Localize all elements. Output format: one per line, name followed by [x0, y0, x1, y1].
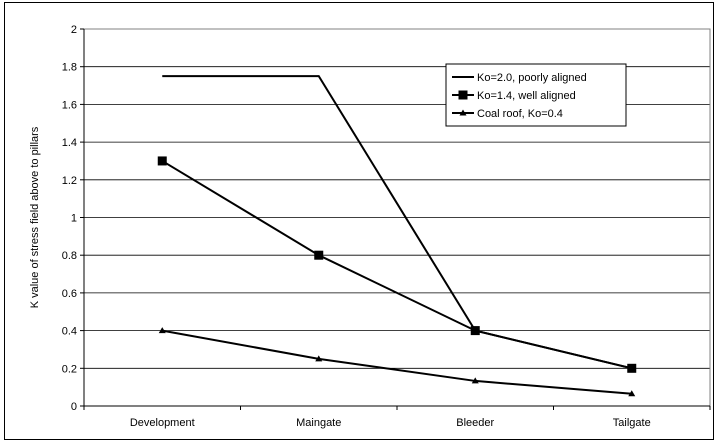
y-tick-label-1: 0.2 [62, 363, 77, 375]
y-tick-label-6: 1.2 [62, 175, 77, 187]
x-axis-ticks: Development Maingate Bleeder Tailgate [83, 405, 711, 429]
y-axis-label: K value of stress field above to pillars [29, 126, 41, 308]
y-tick-label-3: 0.6 [62, 288, 77, 300]
series-2 [157, 156, 637, 373]
y-tick-label-8: 1.6 [62, 99, 77, 111]
y-tick-label-7: 1.4 [62, 137, 77, 149]
legend-label-3: Coal roof, Ko=0.4 [477, 108, 563, 120]
legend: Ko=2.0, poorly aligned Ko=1.4, well align… [445, 63, 627, 127]
legend-label-1: Ko=2.0, poorly aligned [477, 72, 587, 84]
series-2-point-1 [314, 250, 324, 260]
series-2-point-3 [627, 363, 637, 373]
series-line-2 [161, 160, 632, 370]
series-line-3 [162, 329, 632, 395]
y-tick-label-10: 2 [71, 24, 77, 36]
y-tick-label-9: 1.8 [62, 62, 77, 74]
legend-box [445, 63, 627, 127]
series-2-point-2 [470, 326, 480, 336]
legend-marker-3 [459, 109, 467, 116]
y-tick-label-0: 0 [71, 401, 77, 413]
x-tick-label-0: Development [130, 417, 195, 429]
series-3-point-0 [158, 327, 166, 334]
series-3 [158, 327, 636, 397]
x-tick-label-1: Maingate [296, 417, 341, 429]
series-layer [157, 75, 637, 397]
y-tick-label-4: 0.8 [62, 250, 77, 262]
x-tick-label-3: Tailgate [613, 417, 651, 429]
y-tick-label-5: 1 [71, 213, 77, 225]
legend-marker-2 [458, 90, 468, 100]
x-tick-label-2: Bleeder [456, 417, 494, 429]
series-2-point-0 [157, 156, 167, 166]
series-3-point-1 [315, 355, 323, 362]
series-3-point-3 [628, 390, 636, 397]
series-3-point-2 [471, 377, 479, 384]
y-tick-label-2: 0.4 [62, 326, 77, 338]
y-axis-ticks: 0 0.2 0.4 0.6 0.8 1 1.2 1.4 1.6 1.8 2 [62, 24, 85, 413]
legend-label-2: Ko=1.4, well aligned [477, 90, 576, 102]
